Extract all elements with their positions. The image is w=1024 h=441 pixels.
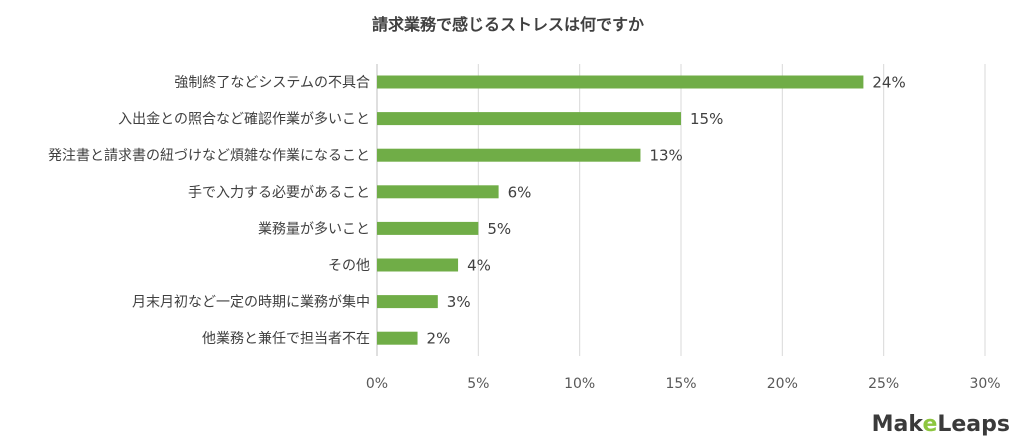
data-labels: 24% 15% 13% 6% 5% 4% 3% 2%: [427, 74, 906, 348]
category-label: 月末月初など一定の時期に業務が集中: [132, 294, 370, 311]
bars: [377, 75, 864, 345]
x-axis-ticks: 0% 5% 10% 15% 20% 25% 30%: [366, 376, 1001, 392]
data-label: 5%: [487, 220, 511, 238]
x-tick-label: 10%: [564, 376, 595, 392]
category-label: その他: [328, 258, 370, 274]
chart-title: 請求業務で感じるストレスは何ですか: [372, 15, 644, 34]
data-label: 4%: [467, 257, 491, 275]
x-tick-label: 15%: [665, 376, 696, 392]
data-label: 15%: [690, 110, 723, 128]
x-tick-label: 20%: [767, 376, 798, 392]
bar-2: [377, 112, 681, 126]
bar-5: [377, 221, 479, 235]
x-tick-label: 5%: [467, 376, 489, 392]
bar-6: [377, 258, 459, 272]
bar-1: [377, 75, 864, 89]
category-label: 業務量が多いこと: [258, 220, 370, 237]
data-label: 6%: [508, 183, 532, 201]
category-label: 他業務と兼任で担当者不在: [202, 331, 370, 347]
category-labels: 強制終了などシステムの不具合入出金との照合など確認作業が多いこと発注書と請求書の…: [48, 75, 370, 347]
x-tick-label: 30%: [969, 376, 1000, 392]
makeleaps-logo: MakeLeaps: [872, 412, 1010, 437]
brand-name: MakeLeaps: [872, 412, 1010, 437]
category-label: 手で入力する必要があること: [188, 185, 370, 201]
bar-8: [377, 331, 418, 345]
bar-7: [377, 295, 438, 309]
category-label: 強制終了などシステムの不具合: [174, 75, 370, 91]
bar-3: [377, 148, 641, 162]
bar-4: [377, 185, 499, 199]
data-label: 3%: [447, 293, 471, 311]
gridlines: [376, 64, 986, 356]
category-label: 発注書と請求書の紐づけなど煩雑な作業になること: [48, 148, 370, 164]
category-label: 入出金との照合など確認作業が多いこと: [118, 111, 370, 128]
x-tick-label: 25%: [868, 376, 899, 392]
data-label: 13%: [649, 147, 682, 165]
x-tick-label: 0%: [366, 376, 388, 392]
data-label: 24%: [872, 74, 905, 92]
data-label: 2%: [427, 330, 451, 348]
